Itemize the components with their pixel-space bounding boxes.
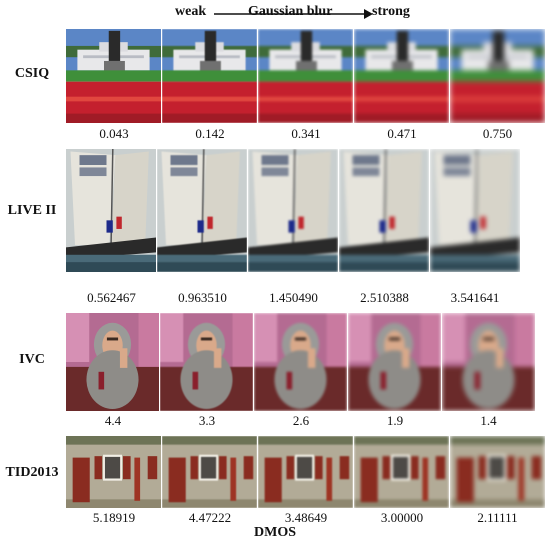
blur-title: Gaussian blur bbox=[248, 4, 333, 19]
blurred-image-2 bbox=[157, 149, 247, 272]
image-strip-ivc bbox=[66, 313, 535, 411]
row-label-live-ii: LIVE II bbox=[7, 203, 57, 218]
dmos-value: 0.562467 bbox=[87, 290, 136, 305]
blurred-image-1 bbox=[66, 149, 156, 272]
values-tid2013: 5.18919 4.47222 3.48649 3.00000 2.11111 bbox=[66, 510, 545, 526]
row-label-tid2013: TID2013 bbox=[5, 465, 59, 480]
dmos-value: 3.00000 bbox=[380, 510, 424, 525]
arrow-right-icon bbox=[214, 9, 373, 19]
blurred-image-3 bbox=[248, 149, 338, 272]
blurred-image-2 bbox=[162, 29, 257, 123]
row-label-ivc: IVC bbox=[19, 352, 45, 367]
blurred-image-2 bbox=[160, 313, 253, 411]
blurred-image-5 bbox=[430, 149, 520, 272]
values-csiq: 0.043 0.142 0.341 0.471 0.750 bbox=[66, 126, 545, 142]
weak-label: weak bbox=[175, 4, 207, 19]
blur-header: weak Gaussian blur strong bbox=[0, 4, 550, 26]
image-strip-live-ii bbox=[66, 149, 520, 272]
dmos-value: 4.47222 bbox=[188, 510, 232, 525]
blurred-image-5 bbox=[442, 313, 535, 411]
blurred-image-3 bbox=[258, 29, 353, 123]
image-strip-tid2013 bbox=[66, 436, 545, 508]
dmos-value: 4.4 bbox=[104, 413, 122, 428]
dmos-value: 2.11111 bbox=[477, 510, 518, 525]
dmos-value: 0.043 bbox=[99, 126, 129, 141]
image-strip-csiq bbox=[66, 29, 545, 123]
values-live-ii: 0.562467 0.963510 1.450490 2.510388 3.541641 bbox=[66, 290, 520, 306]
blurred-image-2 bbox=[162, 436, 257, 508]
blurred-image-5 bbox=[450, 436, 545, 508]
dmos-value: 3.541641 bbox=[450, 290, 500, 305]
blurred-image-3 bbox=[254, 313, 347, 411]
blurred-image-5 bbox=[450, 29, 545, 123]
dmos-value: 2.510388 bbox=[360, 290, 409, 305]
blurred-image-4 bbox=[354, 29, 449, 123]
dmos-value: 1.4 bbox=[480, 413, 497, 428]
dmos-value: 1.450490 bbox=[269, 290, 318, 305]
blurred-image-1 bbox=[66, 29, 161, 123]
dmos-value: 0.471 bbox=[387, 126, 417, 141]
values-ivc: 4.4 3.3 2.6 1.9 1.4 bbox=[66, 413, 535, 429]
dmos-value: 0.963510 bbox=[178, 290, 227, 305]
blurred-image-1 bbox=[66, 313, 159, 411]
dmos-value: 0.142 bbox=[195, 126, 225, 141]
dmos-value: 2.6 bbox=[292, 413, 310, 428]
dmos-value: 3.48649 bbox=[284, 510, 328, 525]
dmos-label: DMOS bbox=[254, 525, 296, 540]
dmos-value: 3.3 bbox=[198, 413, 216, 428]
blurred-image-4 bbox=[348, 313, 441, 411]
row-label-csiq: CSIQ bbox=[14, 66, 50, 81]
blurred-image-1 bbox=[66, 436, 161, 508]
blurred-image-4 bbox=[339, 149, 429, 272]
blurred-image-3 bbox=[258, 436, 353, 508]
dmos-value: 5.18919 bbox=[92, 510, 136, 525]
dmos-value: 1.9 bbox=[386, 413, 404, 428]
strong-label: strong bbox=[372, 4, 410, 19]
blurred-image-4 bbox=[354, 436, 449, 508]
dmos-value: 0.750 bbox=[482, 126, 513, 141]
dmos-value: 0.341 bbox=[291, 126, 321, 141]
